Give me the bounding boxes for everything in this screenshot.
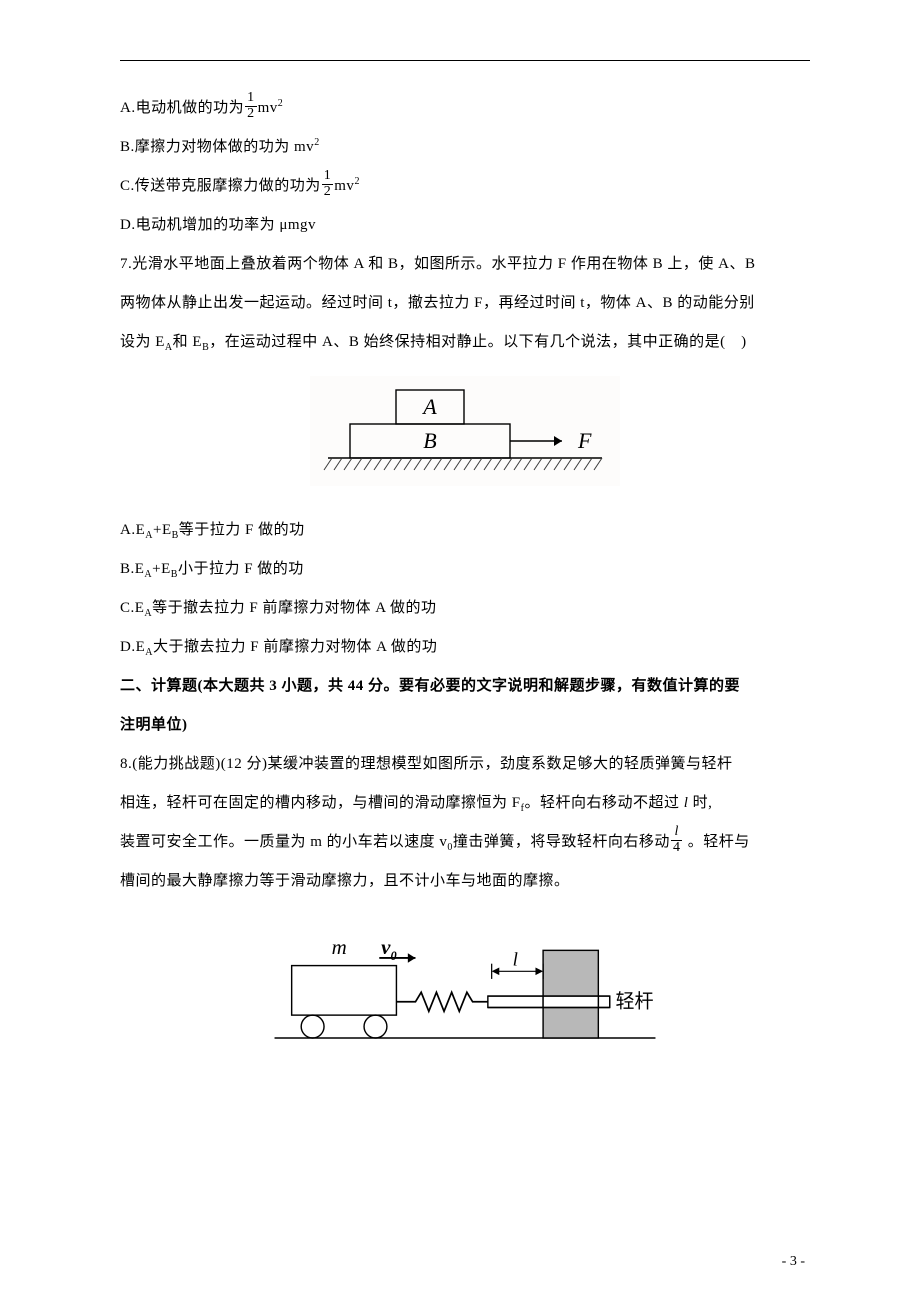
q8-stem-l1: 8.(能力挑战题)(12 分)某缓冲装置的理想模型如图所示，劲度系数足够大的轻质…	[120, 745, 810, 784]
q6-a-sup: 2	[278, 98, 284, 109]
q6-d-text: D.电动机增加的功率为 μmgv	[120, 217, 316, 233]
fraction-l-over-4: l4	[671, 825, 683, 855]
label-l: l	[513, 950, 518, 971]
q8-stem-l4: 槽间的最大静摩擦力等于滑动摩擦力，且不计小车与地面的摩擦。	[120, 862, 810, 901]
q7-option-c: C.EA等于撤去拉力 F 前摩擦力对物体 A 做的功	[120, 589, 810, 628]
sub-a: A	[165, 342, 173, 353]
q8-stem-l3: 装置可安全工作。一质量为 m 的小车若以速度 v0撞击弹簧，将导致轻杆向右移动l…	[120, 823, 810, 862]
q7-option-d: D.EA大于撤去拉力 F 前摩擦力对物体 A 做的功	[120, 628, 810, 667]
section2-title-l2: 注明单位)	[120, 706, 810, 745]
q6-c-pre: C.传送带克服摩擦力做的功为	[120, 178, 321, 194]
q6-a-post: mv	[258, 100, 278, 116]
q6-a-pre: A.电动机做的功为	[120, 100, 244, 116]
q6-b-text: B.摩擦力对物体做的功为 mv	[120, 139, 314, 155]
q7-option-a: A.EA+EB等于拉力 F 做的功	[120, 511, 810, 550]
q7-stem-l3: 设为 EA和 EB，在运动过程中 A、B 始终保持相对静止。以下有几个说法，其中…	[120, 323, 810, 362]
q7-figure: A B F	[120, 376, 810, 491]
cart-spring-diagram: m v0 l 轻杆	[265, 915, 665, 1060]
q8-stem-l2: 相连，轻杆可在固定的槽内移动，与槽间的滑动摩擦恒为 Ff。轻杆向右移动不超过 l…	[120, 784, 810, 823]
label-m: m	[332, 935, 347, 959]
page-number: - 3 -	[782, 1254, 805, 1270]
q6-b-sup: 2	[314, 137, 320, 148]
q6-option-a: A.电动机做的功为12mv2	[120, 89, 810, 128]
section2-title-l1: 二、计算题(本大题共 3 小题，共 44 分。要有必要的文字说明和解题步骤，有数…	[120, 667, 810, 706]
q6-c-sup: 2	[354, 176, 360, 187]
q7-option-b: B.EA+EB小于拉力 F 做的功	[120, 550, 810, 589]
fraction-half-c: 12	[322, 169, 334, 199]
q6-c-post: mv	[334, 178, 354, 194]
label-f: F	[577, 428, 592, 453]
label-b: B	[423, 428, 436, 453]
q8-figure: m v0 l 轻杆	[120, 915, 810, 1065]
q6-option-c: C.传送带克服摩擦力做的功为12mv2	[120, 167, 810, 206]
fraction-half-a: 12	[245, 91, 257, 121]
label-a: A	[421, 394, 437, 419]
top-rule	[120, 60, 810, 61]
q7-stem-l1: 7.光滑水平地面上叠放着两个物体 A 和 B，如图所示。水平拉力 F 作用在物体…	[120, 245, 810, 284]
label-rod: 轻杆	[615, 991, 653, 1013]
q6-option-d: D.电动机增加的功率为 μmgv	[120, 206, 810, 245]
q7-stem-l2: 两物体从静止出发一起运动。经过时间 t，撤去拉力 F，再经过时间 t，物体 A、…	[120, 284, 810, 323]
q6-option-b: B.摩擦力对物体做的功为 mv2	[120, 128, 810, 167]
blocks-diagram: A B F	[310, 376, 620, 486]
